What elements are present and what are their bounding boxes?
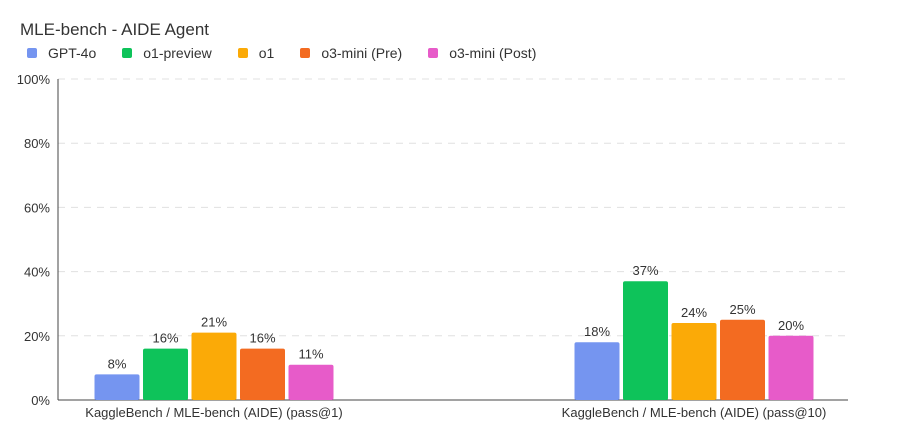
legend-label: GPT-4o <box>48 45 97 61</box>
legend-swatch <box>237 48 248 58</box>
bar-o3-mini-post[interactable] <box>768 335 814 400</box>
x-category-label: KaggleBench / MLE-bench (AIDE) (pass@10) <box>562 405 827 420</box>
legend-label: o1-preview <box>143 45 212 61</box>
y-tick-label: 40% <box>24 265 50 280</box>
bar-o1-preview[interactable] <box>623 281 668 400</box>
legend-swatch <box>27 48 37 58</box>
chart-title: MLE-bench - AIDE Agent <box>20 20 209 39</box>
legend-item-o3-mini-pre[interactable]: o3-mini (Pre) <box>300 45 402 61</box>
legend-swatch <box>428 48 439 58</box>
data-label: 11% <box>298 347 323 362</box>
legend-label: o1 <box>258 45 275 61</box>
data-label: 25% <box>729 302 755 317</box>
y-tick-label: 0% <box>31 393 50 408</box>
bar-o3-mini-pre[interactable] <box>240 348 285 400</box>
bar-o3-mini-pre[interactable] <box>720 319 765 400</box>
legend-item-o1-preview[interactable]: o1-preview <box>122 45 212 61</box>
data-label: 21% <box>201 315 227 330</box>
data-label: 16% <box>249 331 275 346</box>
data-label: 8% <box>108 356 127 371</box>
x-category-label: KaggleBench / MLE-bench (AIDE) (pass@1) <box>85 405 342 420</box>
legend-item-o3-mini-post[interactable]: o3-mini (Post) <box>428 45 536 61</box>
bar-o1[interactable] <box>671 322 717 400</box>
legend-swatch <box>122 48 133 58</box>
data-label: 37% <box>632 263 658 278</box>
data-label: 18% <box>584 324 610 339</box>
legend-swatch <box>300 48 311 58</box>
y-tick-label: 80% <box>24 136 50 151</box>
legend-item-o1[interactable]: o1 <box>237 45 275 61</box>
bar-gpt-4o[interactable] <box>574 342 620 400</box>
bar-gpt-4o[interactable] <box>94 374 140 400</box>
bar-o1-preview[interactable] <box>143 348 188 400</box>
legend-label: o3-mini (Post) <box>449 45 537 61</box>
legend-item-gpt-4o[interactable]: GPT-4o <box>27 45 96 61</box>
legend-label: o3-mini (Pre) <box>321 45 403 61</box>
y-tick-label: 100% <box>17 72 51 87</box>
bar-o3-mini-post[interactable] <box>288 364 334 400</box>
data-label: 16% <box>152 331 178 346</box>
legend: GPT-4o o1-preview o1 o3-mini (Pre) o3-mini (… <box>27 45 562 61</box>
y-tick-label: 60% <box>24 200 50 215</box>
data-label: 24% <box>681 305 707 320</box>
bar-o1[interactable] <box>191 332 237 400</box>
y-tick-label: 20% <box>24 329 50 344</box>
data-label: 20% <box>778 318 804 333</box>
